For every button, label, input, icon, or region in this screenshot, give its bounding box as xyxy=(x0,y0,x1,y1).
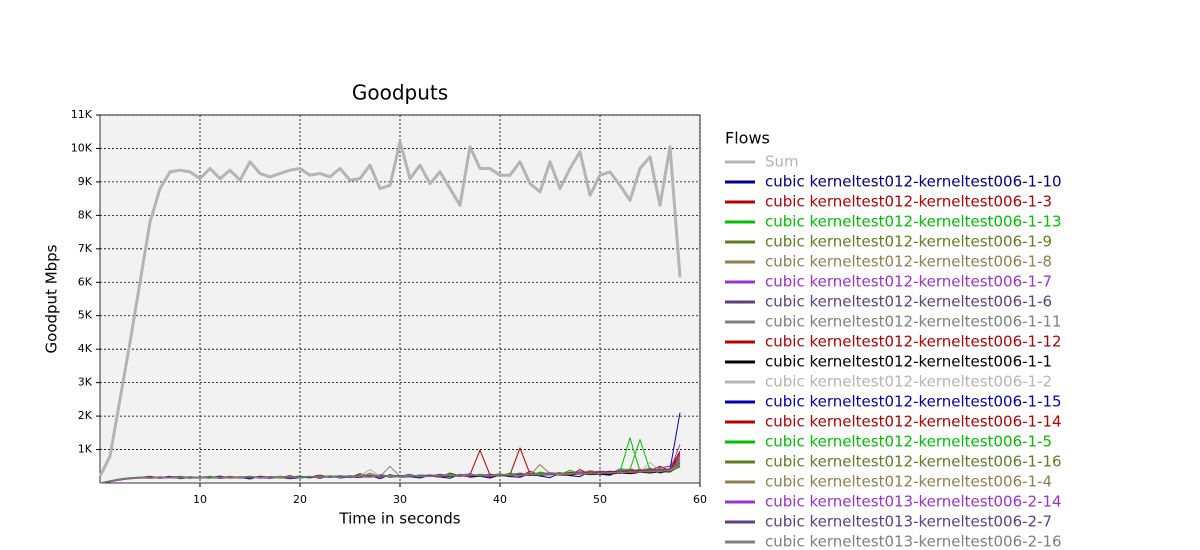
x-tick-label: 10 xyxy=(193,493,207,506)
chart-title: Goodputs xyxy=(352,81,448,105)
legend-label: cubic kerneltest012-kerneltest006-1-11 xyxy=(765,313,1062,331)
legend-label: cubic kerneltest012-kerneltest006-1-9 xyxy=(765,233,1052,251)
legend-label: cubic kerneltest012-kerneltest006-1-15 xyxy=(765,393,1062,411)
legend-title: Flows xyxy=(725,129,770,148)
y-tick-label: 7K xyxy=(78,242,93,255)
legend-label: cubic kerneltest012-kerneltest006-1-12 xyxy=(765,333,1062,351)
y-tick-label: 4K xyxy=(78,342,93,355)
legend-label: cubic kerneltest012-kerneltest006-1-3 xyxy=(765,193,1052,211)
legend-label: cubic kerneltest012-kerneltest006-1-16 xyxy=(765,453,1062,471)
legend-label: cubic kerneltest013-kerneltest006-2-16 xyxy=(765,533,1062,550)
y-axis-label: Goodput Mbps xyxy=(43,244,61,353)
y-tick-label: 2K xyxy=(78,409,93,422)
legend-label: cubic kerneltest012-kerneltest006-1-8 xyxy=(765,253,1052,271)
x-tick-label: 60 xyxy=(693,493,707,506)
legend-label: cubic kerneltest013-kerneltest006-2-7 xyxy=(765,513,1052,531)
x-tick-label: 30 xyxy=(393,493,407,506)
sum-line xyxy=(98,140,682,477)
flow-line xyxy=(99,463,681,484)
x-axis-label: Time in seconds xyxy=(338,510,460,528)
y-tick-label: 9K xyxy=(78,175,93,188)
y-tick-label: 3K xyxy=(78,376,93,389)
y-tick-label: 6K xyxy=(78,275,93,288)
legend-label: cubic kerneltest012-kerneltest006-1-13 xyxy=(765,213,1062,231)
y-tick-label: 8K xyxy=(78,208,93,221)
y-tick-label: 5K xyxy=(78,309,93,322)
y-tick-label: 1K xyxy=(78,443,93,456)
x-tick-label: 20 xyxy=(293,493,307,506)
y-tick-label: 11K xyxy=(71,108,93,121)
legend-label: cubic kerneltest012-kerneltest006-1-5 xyxy=(765,433,1052,451)
legend-label: cubic kerneltest012-kerneltest006-1-7 xyxy=(765,273,1052,291)
x-tick-label: 40 xyxy=(493,493,507,506)
legend-label: cubic kerneltest012-kerneltest006-1-14 xyxy=(765,413,1062,431)
legend-label: cubic kerneltest012-kerneltest006-1-10 xyxy=(765,173,1062,191)
legend-label: cubic kerneltest013-kerneltest006-2-14 xyxy=(765,493,1062,511)
legend-label: cubic kerneltest012-kerneltest006-1-2 xyxy=(765,373,1052,391)
x-tick-label: 50 xyxy=(593,493,607,506)
y-tick-label: 10K xyxy=(71,141,93,154)
legend-label: cubic kerneltest012-kerneltest006-1-4 xyxy=(765,473,1052,491)
legend-label: Sum xyxy=(765,153,799,171)
legend-label: cubic kerneltest012-kerneltest006-1-6 xyxy=(765,293,1052,311)
legend-label: cubic kerneltest012-kerneltest006-1-1 xyxy=(765,353,1052,371)
